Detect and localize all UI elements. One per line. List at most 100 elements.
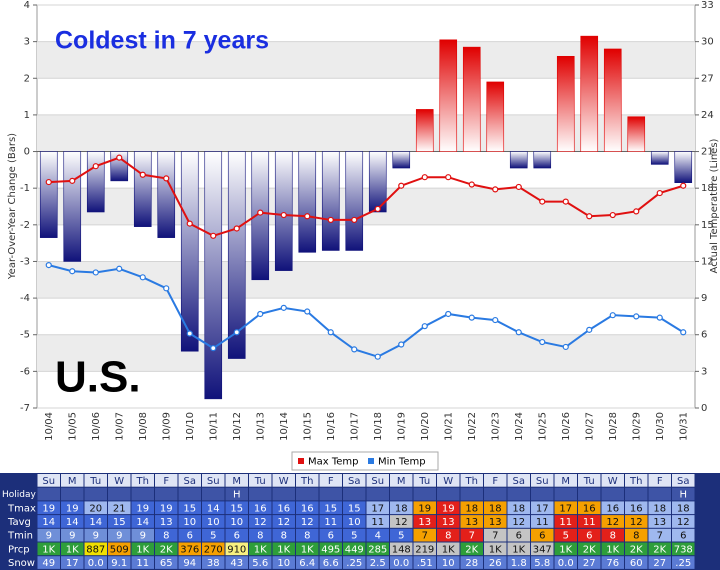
line-point <box>233 225 240 232</box>
cell-value: 2K <box>653 544 666 555</box>
y2-tick-label: 15 <box>701 220 714 231</box>
cell-value: 11 <box>371 517 384 528</box>
table-cell <box>225 556 248 569</box>
table-cell <box>625 501 648 515</box>
x-tick-label: 10/29 <box>631 412 642 441</box>
table-cell <box>343 515 366 528</box>
table-cell <box>37 501 60 515</box>
day-cell <box>37 474 60 487</box>
table-cell <box>578 501 601 515</box>
table-cell <box>249 542 272 556</box>
cell-value: 12 <box>606 517 619 528</box>
y-tick-label: -2 <box>20 220 30 231</box>
row-label: Tmin <box>7 531 33 542</box>
day-cell <box>531 474 554 487</box>
y-tick-label: -1 <box>20 183 30 194</box>
cell-value: 20 <box>89 503 102 514</box>
table-cell <box>108 515 131 528</box>
day-cell <box>249 474 272 487</box>
y-tick-label: -4 <box>20 293 30 304</box>
y2-tick-label: 33 <box>701 0 714 11</box>
legend-label: Max Temp <box>308 457 359 468</box>
cell-value: 19 <box>66 503 79 514</box>
line-point <box>609 211 616 219</box>
holiday-cell <box>108 487 131 501</box>
table-cell <box>249 515 272 528</box>
holiday-cell <box>296 487 319 501</box>
cell-value: 10 <box>183 517 196 528</box>
cell-value: 6 <box>539 531 545 542</box>
day-label: W <box>608 476 618 487</box>
day-cell <box>202 474 225 487</box>
y2-tick-label: 18 <box>701 183 714 194</box>
table-cell <box>84 542 107 556</box>
table-cell <box>225 542 248 556</box>
y-tick-label: -6 <box>20 366 30 377</box>
cell-value: 8 <box>445 531 451 542</box>
table-cell <box>202 528 225 542</box>
table-cell <box>672 542 695 556</box>
bar <box>345 151 364 251</box>
cell-value: 7 <box>657 531 663 542</box>
table-cell <box>460 501 483 515</box>
annotation: U.S. <box>55 353 141 402</box>
x-tick-label: 10/13 <box>255 412 266 441</box>
holiday-cell <box>437 487 460 501</box>
cell-value: 6 <box>234 531 240 542</box>
table-cell <box>296 515 319 528</box>
cell-value: 16 <box>583 503 596 514</box>
cell-value: 6 <box>328 531 334 542</box>
cell-value: 2K <box>160 544 173 555</box>
cell-value: 15 <box>230 503 243 514</box>
bar <box>133 151 152 227</box>
cell-value: 1K <box>277 544 290 555</box>
cell-value: 14 <box>136 517 149 528</box>
day-cell <box>484 474 507 487</box>
cell-value: 5 <box>351 531 357 542</box>
cell-value: 7 <box>422 531 428 542</box>
table-cell <box>225 528 248 542</box>
bar <box>180 151 199 352</box>
x-tick-label: 10/18 <box>373 412 384 441</box>
table-cell <box>319 542 342 556</box>
table-cell <box>366 528 389 542</box>
table-cell <box>366 542 389 556</box>
cell-value: 7 <box>469 531 475 542</box>
table-cell <box>460 515 483 528</box>
cell-value: 21 <box>113 503 126 514</box>
day-cell <box>319 474 342 487</box>
cell-value: 5.8 <box>534 558 550 569</box>
day-label: Su <box>536 476 549 487</box>
cell-value: 17 <box>536 503 549 514</box>
cell-value: 1.8 <box>511 558 527 569</box>
day-cell <box>131 474 154 487</box>
table-cell <box>61 542 84 556</box>
holiday-cell <box>531 487 554 501</box>
cell-value: 16 <box>277 503 290 514</box>
line-point <box>210 345 217 352</box>
table-cell <box>578 556 601 569</box>
cell-value: 5.6 <box>252 558 268 569</box>
table-cell <box>296 501 319 515</box>
cell-value: 12 <box>301 517 314 528</box>
cell-value: 6 <box>680 531 686 542</box>
y-tick-label: 2 <box>24 73 30 84</box>
cell-value: 26 <box>489 558 502 569</box>
holiday-cell <box>84 487 107 501</box>
y-tick-label: -7 <box>20 403 30 414</box>
holiday-cell <box>272 487 295 501</box>
day-cell <box>601 474 624 487</box>
day-label: Sa <box>184 476 196 487</box>
y-tick-label: 1 <box>24 110 30 121</box>
day-label: Su <box>207 476 220 487</box>
table-cell <box>413 515 436 528</box>
cell-value: 509 <box>110 544 129 555</box>
bar <box>439 39 458 152</box>
line-point <box>233 329 240 336</box>
bar <box>580 35 599 152</box>
table-cell <box>366 501 389 515</box>
cell-value: 17 <box>66 558 79 569</box>
table-cell <box>202 542 225 556</box>
x-tick-label: 10/17 <box>349 412 360 441</box>
table-cell <box>648 556 671 569</box>
